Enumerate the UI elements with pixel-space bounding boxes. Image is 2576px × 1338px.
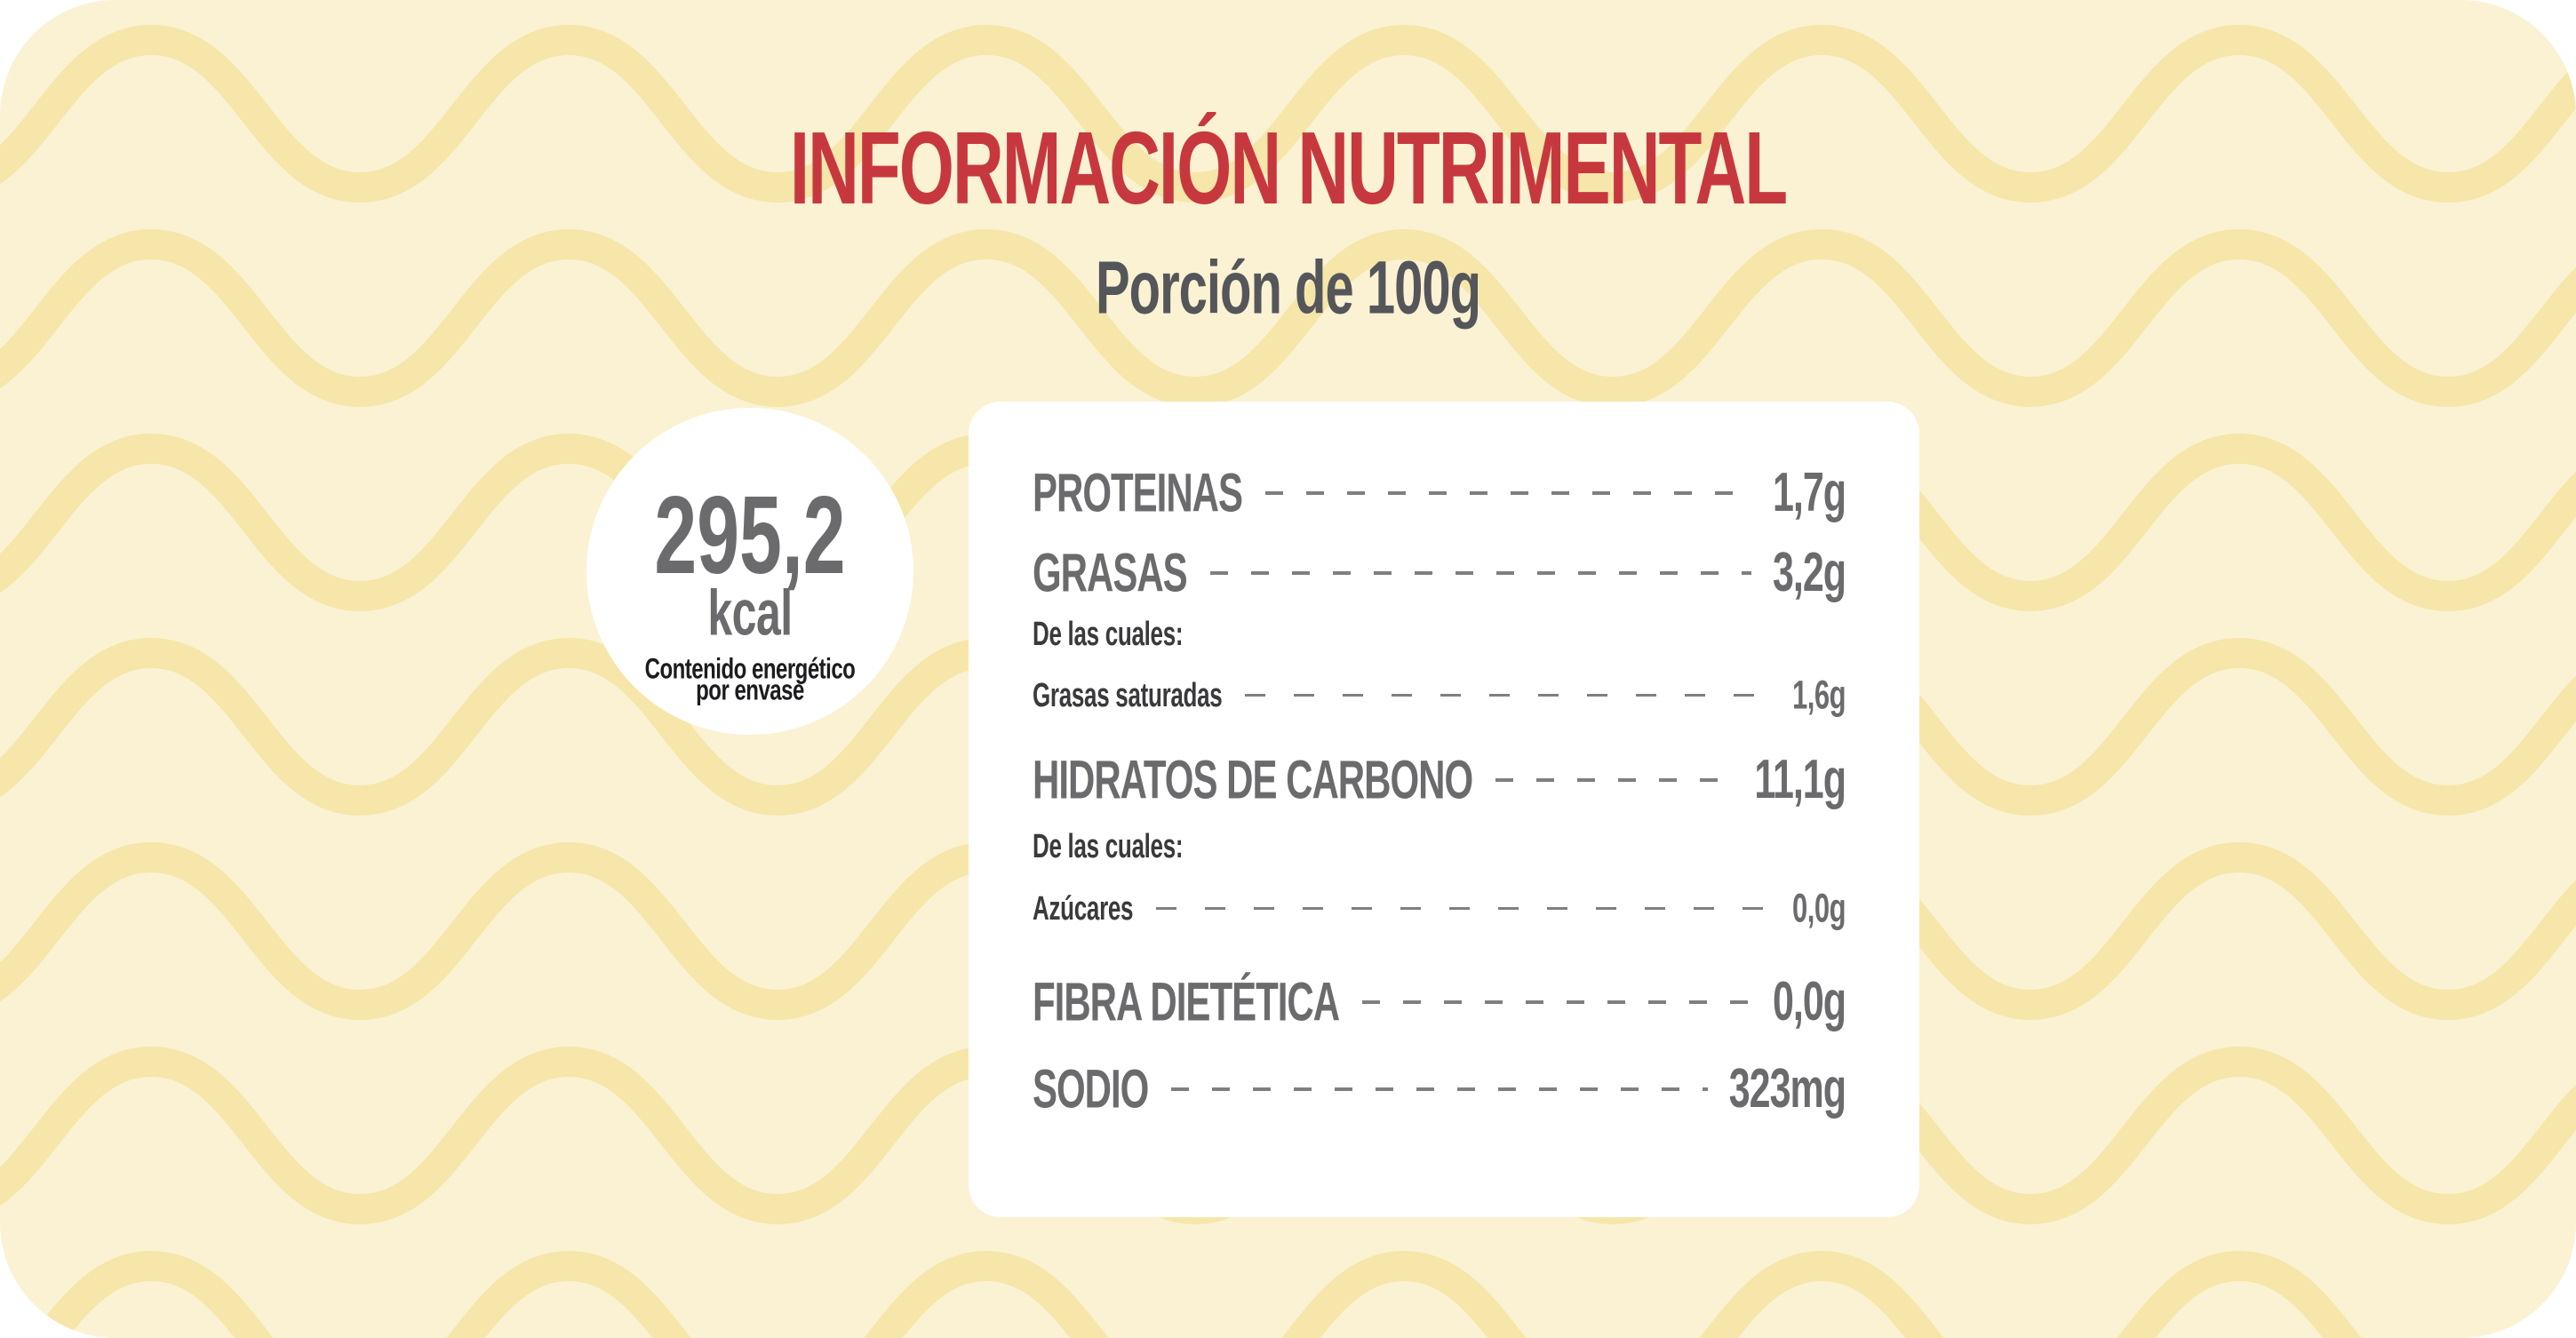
- nutrient-value: 3,2g: [1772, 541, 1846, 604]
- dotted-leader: [1495, 778, 1734, 782]
- energy-caption-text-2: por envase: [696, 674, 804, 707]
- energy-unit: kcal: [707, 577, 793, 649]
- page-title: INFORMACIÓN NUTRIMENTAL: [0, 110, 2576, 226]
- dotted-leader: [1156, 906, 1771, 910]
- nutrient-value: 1,7g: [1772, 461, 1846, 524]
- nutrient-label: Grasas saturadas: [1033, 675, 1223, 714]
- nutrient-value: 1,6g: [1791, 672, 1846, 718]
- page-title-text: INFORMACIÓN NUTRIMENTAL: [789, 110, 1788, 226]
- nutrition-card: PROTEINAS 1,7g GRASAS 3,2g De las cuales: Gra…: [969, 402, 1919, 1217]
- nutrient-label: SODIO: [1033, 1058, 1149, 1119]
- dotted-leader: [1362, 1000, 1751, 1004]
- energy-badge: 295,2 kcal Contenido energético por enva…: [586, 408, 913, 735]
- nutrient-label: HIDRATOS DE CARBONO: [1033, 749, 1473, 810]
- nutrient-label: Azúcares: [1033, 888, 1134, 928]
- energy-caption-line: Contenido energético: [644, 653, 856, 686]
- nutrient-value: 0,0g: [1791, 885, 1846, 931]
- energy-caption-text-1: Contenido energético: [644, 653, 856, 686]
- nutrient-label: FIBRA DIETÉTICA: [1033, 971, 1340, 1032]
- dotted-leader: [1209, 571, 1751, 575]
- nutrient-label: De las cuales:: [1033, 826, 1184, 865]
- nutrient-value: 11,1g: [1754, 748, 1846, 811]
- nutrient-label: GRASAS: [1033, 542, 1188, 603]
- serving-size-text: Porción de 100g: [1095, 246, 1481, 331]
- nutrient-value: 323mg: [1728, 1057, 1846, 1120]
- serving-size: Porción de 100g: [0, 251, 2576, 327]
- dotted-leader: [1245, 693, 1771, 697]
- nutrient-value: 0,0g: [1772, 970, 1846, 1033]
- energy-value: 295,2: [654, 474, 846, 598]
- nutrient-label: De las cuales:: [1033, 614, 1184, 653]
- dotted-leader: [1171, 1087, 1708, 1091]
- nutrient-label: PROTEINAS: [1033, 462, 1243, 523]
- energy-caption-line: por envase: [696, 676, 804, 705]
- dotted-leader: [1265, 491, 1751, 495]
- nutrition-rows: PROTEINAS 1,7g GRASAS 3,2g De las cuales: Gra…: [969, 402, 1919, 1217]
